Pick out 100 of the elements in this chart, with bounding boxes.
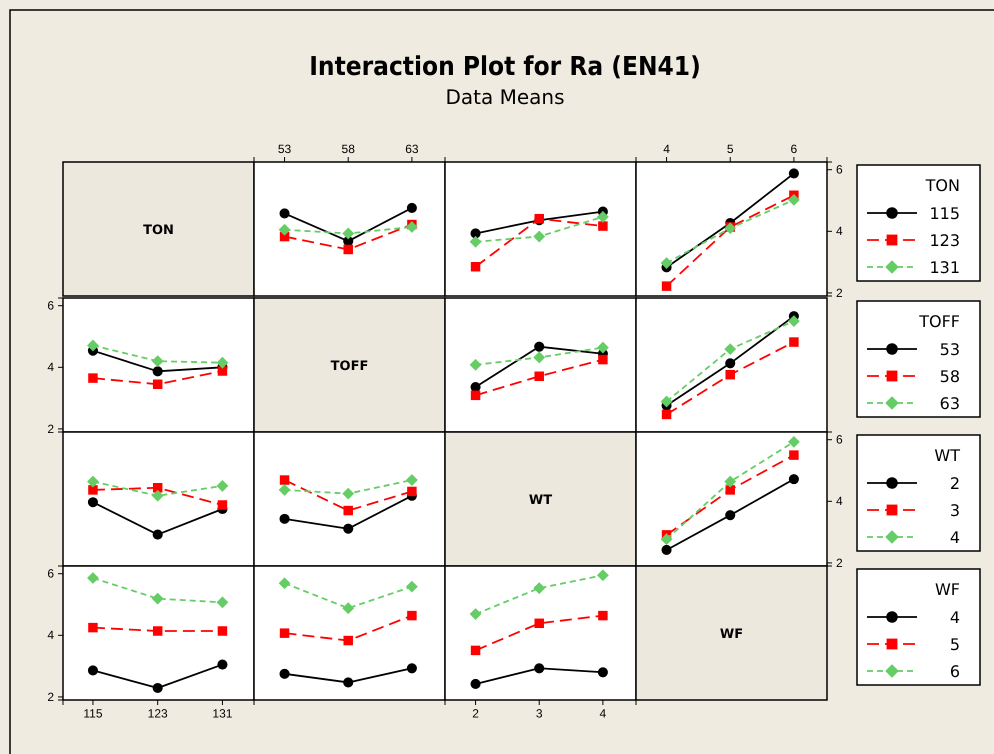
legend-label: 63 <box>940 394 960 413</box>
legend-label: 58 <box>940 367 960 386</box>
point <box>533 230 546 242</box>
point <box>152 592 164 605</box>
point <box>218 500 228 510</box>
y-tick-label: 2 <box>47 422 54 436</box>
point <box>598 667 608 678</box>
point <box>152 626 162 636</box>
point <box>789 450 799 460</box>
point <box>278 484 290 496</box>
legend-label: 2 <box>950 474 960 493</box>
legend-label: 4 <box>950 528 960 547</box>
point <box>342 228 354 240</box>
point <box>662 410 672 420</box>
point <box>406 663 417 674</box>
point <box>152 366 163 376</box>
point <box>725 358 736 368</box>
point <box>788 436 800 448</box>
point <box>406 202 417 213</box>
x-tick-label: 58 <box>342 142 356 156</box>
point <box>278 224 290 236</box>
legend-label: 131 <box>929 258 960 277</box>
point <box>470 236 482 248</box>
point <box>660 533 672 546</box>
x-tick-label: 5 <box>726 142 734 156</box>
point <box>407 610 417 620</box>
legend-label: 5 <box>950 635 960 654</box>
point <box>217 660 228 670</box>
point <box>598 354 608 364</box>
x-tick-label: 115 <box>83 706 103 721</box>
point <box>406 580 418 593</box>
point <box>533 352 546 364</box>
point <box>343 506 353 516</box>
variable-label-cell: TOFF <box>253 297 446 433</box>
point <box>662 281 672 291</box>
legend-label: 3 <box>950 501 960 520</box>
point <box>342 488 354 500</box>
point <box>662 544 672 556</box>
point <box>470 390 480 400</box>
legend-label: 53 <box>940 340 960 359</box>
legend-label: 123 <box>929 231 960 250</box>
point <box>534 342 544 352</box>
point <box>470 228 481 239</box>
point <box>216 480 228 492</box>
point <box>724 476 736 488</box>
legend-label: 115 <box>929 204 960 223</box>
point <box>788 168 799 178</box>
point <box>596 210 609 223</box>
point <box>152 530 163 540</box>
point <box>725 370 735 380</box>
point <box>87 572 99 584</box>
point <box>725 485 735 495</box>
y-tick-label: 4 <box>47 628 54 642</box>
point <box>152 682 163 694</box>
point <box>152 355 164 368</box>
x-tick-label: 4 <box>663 142 670 156</box>
point <box>470 678 481 690</box>
point <box>278 577 290 590</box>
point <box>88 373 98 383</box>
legend-label: 6 <box>950 662 960 681</box>
point <box>88 497 98 508</box>
point <box>152 490 164 502</box>
point <box>470 358 482 371</box>
point <box>534 618 544 628</box>
point <box>88 485 98 495</box>
legend-title: WF <box>934 580 960 599</box>
x-tick-label: 123 <box>148 706 168 721</box>
point <box>87 476 99 488</box>
point <box>788 315 800 328</box>
point <box>88 622 98 632</box>
point <box>280 514 290 524</box>
point <box>343 524 354 534</box>
legend-title: TOFF <box>918 312 960 331</box>
point <box>725 510 736 520</box>
point <box>470 262 480 272</box>
point <box>596 342 609 354</box>
y-tick-label: 2 <box>836 556 843 570</box>
point <box>660 396 672 408</box>
legend-title: TON <box>924 176 960 195</box>
point <box>724 343 736 356</box>
y-tick-label: 4 <box>836 494 843 508</box>
y-tick-label: 2 <box>47 690 54 704</box>
point <box>152 380 162 389</box>
point <box>88 665 98 676</box>
point <box>280 475 290 485</box>
y-tick-label: 2 <box>836 286 843 300</box>
point <box>598 221 608 231</box>
point <box>152 483 162 492</box>
y-tick-label: 6 <box>836 162 843 177</box>
point <box>660 257 672 269</box>
x-tick-label: 3 <box>536 706 543 721</box>
point <box>343 244 353 254</box>
point <box>534 372 544 381</box>
legend-title: WT <box>934 446 960 465</box>
point <box>280 628 290 638</box>
point <box>218 626 228 636</box>
point <box>789 337 799 347</box>
point <box>534 663 544 674</box>
text: Data Means <box>445 85 565 109</box>
point <box>788 194 800 206</box>
